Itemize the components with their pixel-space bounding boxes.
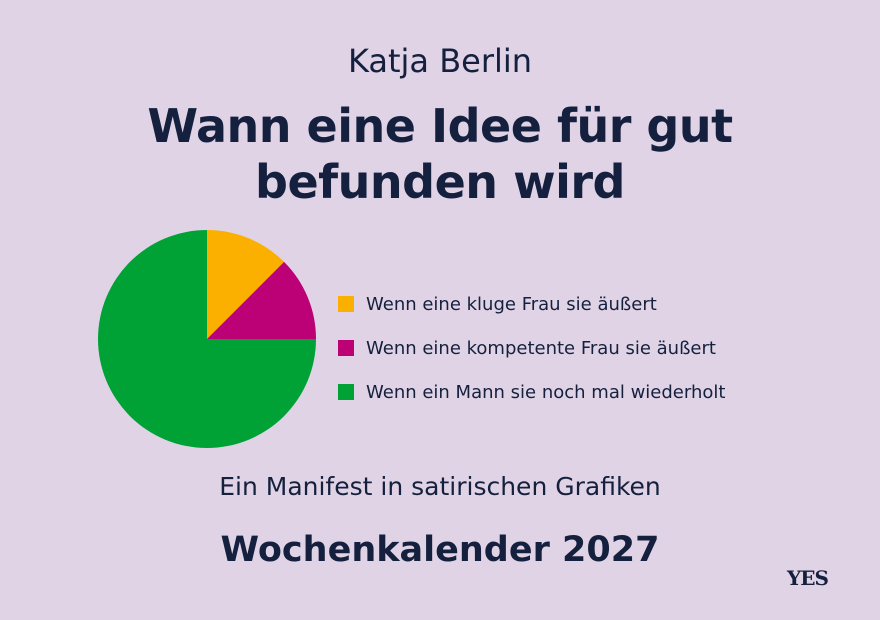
legend-swatch	[338, 384, 354, 400]
product-title: Wochenkalender 2027	[220, 530, 660, 570]
publisher-logo: YES	[787, 566, 829, 590]
pie-slice	[207, 230, 285, 339]
pie-slice	[98, 230, 316, 448]
title: Wann eine Idee für gut befunden wird	[0, 98, 880, 210]
legend-swatch	[338, 340, 354, 356]
legend-swatch	[338, 296, 354, 312]
legend: Wenn eine kluge Frau sie äußert Wenn ein…	[338, 282, 725, 414]
legend-item: Wenn eine kluge Frau sie äußert	[338, 282, 725, 326]
pie-slice	[207, 261, 316, 339]
legend-label: Wenn ein Mann sie noch mal wiederholt	[366, 381, 726, 403]
author-name: Katja Berlin	[347, 42, 533, 80]
subtitle: Ein Manifest in satirischen Grafiken	[219, 472, 661, 501]
legend-label: Wenn eine kluge Frau sie äußert	[366, 293, 657, 315]
legend-label: Wenn eine kompetente Frau sie äußert	[366, 337, 716, 359]
title-line-1: Wann eine Idee für gut	[147, 99, 733, 153]
legend-item: Wenn eine kompetente Frau sie äußert	[338, 326, 725, 370]
pie-chart	[98, 230, 316, 448]
legend-item: Wenn ein Mann sie noch mal wiederholt	[338, 370, 725, 414]
title-line-2: befunden wird	[255, 155, 625, 209]
